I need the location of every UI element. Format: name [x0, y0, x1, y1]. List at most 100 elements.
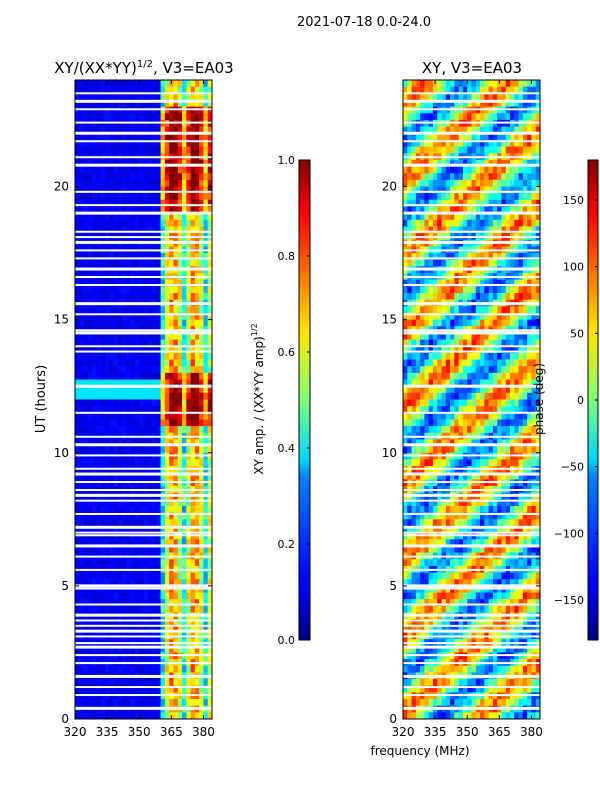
- phase-cell: [467, 99, 472, 107]
- phase-cell: [527, 412, 532, 420]
- amplitude-cell: [160, 339, 166, 347]
- phase-cell: [492, 319, 498, 327]
- amplitude-cell: [164, 133, 170, 141]
- phase-cell: [424, 253, 429, 261]
- phase-cell: [454, 173, 459, 181]
- phase-cell: [462, 346, 468, 354]
- amplitude-cell: [126, 359, 131, 367]
- amplitude-cell: [139, 259, 144, 267]
- phase-cell: [488, 372, 494, 380]
- amplitude-cell: [160, 366, 166, 374]
- amplitude-cell: [152, 419, 157, 427]
- phase-cell: [514, 412, 519, 420]
- amplitude-cell: [182, 599, 187, 607]
- phase-cell: [475, 113, 481, 121]
- phase-cell: [458, 386, 464, 394]
- amplitude-cell: [122, 126, 127, 134]
- phase-cell: [492, 226, 498, 234]
- amplitude-cell: [113, 625, 119, 633]
- phase-cell: [492, 293, 498, 300]
- amplitude-cell: [139, 619, 144, 627]
- phase-cell: [492, 139, 498, 147]
- amplitude-cell: [207, 359, 213, 367]
- phase-cell: [488, 359, 494, 367]
- amplitude-cell: [143, 146, 149, 154]
- amplitude-cell: [113, 312, 119, 320]
- amplitude-cell: [130, 86, 136, 94]
- amplitude-cell: [173, 113, 179, 121]
- amplitude-cell: [186, 619, 191, 627]
- amplitude-cell: [126, 346, 131, 354]
- amplitude-cell: [207, 133, 213, 141]
- phase-cell: [441, 219, 447, 227]
- amplitude-cell: [122, 226, 127, 234]
- phase-cell: [471, 159, 477, 167]
- phase-cell: [411, 253, 417, 261]
- phase-cell: [518, 259, 524, 267]
- amplitude-cell: [83, 86, 89, 94]
- amplitude-cell: [190, 645, 196, 653]
- phase-cell: [432, 146, 438, 154]
- phase-cell: [411, 86, 417, 94]
- amplitude-cell: [169, 426, 174, 434]
- amplitude-cell: [207, 332, 213, 340]
- amplitude-cell: [173, 386, 179, 394]
- phase-cell: [437, 332, 442, 340]
- amplitude-cell: [173, 306, 179, 314]
- amplitude-cell: [199, 139, 204, 147]
- y-tick-label: 20: [54, 180, 69, 194]
- amplitude-cell: [117, 645, 123, 653]
- amplitude-cell: [79, 399, 84, 407]
- amplitude-cell: [134, 379, 140, 387]
- phase-cell: [424, 259, 429, 267]
- amplitude-cell: [199, 332, 204, 340]
- amplitude-cell: [109, 412, 114, 420]
- phase-cell: [527, 352, 532, 360]
- phase-cell: [471, 392, 477, 400]
- x-tick-label: 320: [64, 725, 87, 739]
- amplitude-cell: [92, 512, 97, 520]
- phase-cell: [411, 80, 417, 87]
- phase-cell: [458, 253, 464, 261]
- amplitude-cell: [152, 359, 157, 367]
- amplitude-cell: [190, 179, 196, 187]
- amplitude-cell: [203, 253, 209, 261]
- phase-cell: [407, 279, 412, 287]
- amplitude-cell: [87, 506, 93, 513]
- amplitude-cell: [160, 412, 166, 420]
- amplitude-cell: [75, 519, 80, 527]
- amplitude-cell: [177, 412, 183, 420]
- amplitude-panel-title: XY/(XX*YY)1/2, V3=EA03: [54, 59, 233, 77]
- phase-cell: [445, 113, 451, 121]
- amplitude-cell: [96, 366, 101, 374]
- amplitude-flagged-row: [75, 276, 212, 279]
- phase-cell: [501, 392, 507, 400]
- amplitude-cell: [122, 86, 127, 94]
- phase-cell: [420, 86, 425, 94]
- amplitude-cell: [160, 619, 166, 627]
- phase-cell: [522, 352, 528, 360]
- phase-cell: [518, 159, 524, 167]
- phase-cell: [415, 86, 421, 94]
- amplitude-cell: [207, 545, 213, 553]
- phase-cell: [505, 186, 511, 194]
- amplitude-cell: [182, 625, 187, 633]
- phase-cell: [403, 392, 408, 400]
- amplitude-flagged-row: [75, 435, 212, 438]
- amplitude-cell: [169, 545, 174, 553]
- phase-cell: [488, 399, 494, 407]
- amplitude-cell: [126, 426, 131, 434]
- phase-cell: [518, 352, 524, 360]
- amplitude-cell: [113, 459, 119, 467]
- amplitude-cell: [156, 352, 161, 360]
- amplitude-cell: [92, 226, 97, 234]
- amplitude-cell: [177, 506, 183, 513]
- amplitude-cell: [117, 173, 123, 181]
- amplitude-cell: [104, 699, 110, 706]
- phase-cell: [420, 339, 425, 347]
- amplitude-cell: [169, 93, 174, 101]
- amplitude-cell: [134, 319, 140, 327]
- amplitude-cell: [169, 592, 174, 600]
- amplitude-cell: [83, 166, 89, 174]
- amplitude-cell: [96, 113, 101, 121]
